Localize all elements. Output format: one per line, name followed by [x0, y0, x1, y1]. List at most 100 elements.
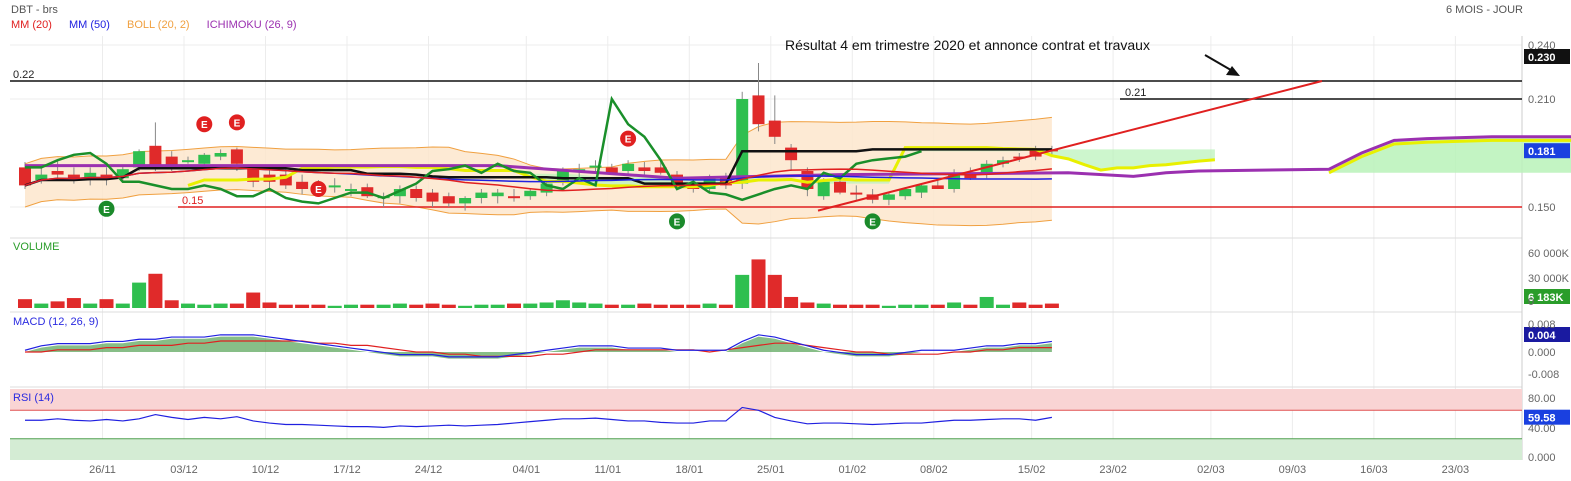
volume-tick: 30 000K: [1528, 273, 1570, 285]
event-marker-label: E: [201, 120, 208, 131]
volume-bar: [849, 304, 864, 308]
rsi-overbought-zone: [10, 389, 1522, 411]
volume-bar: [1028, 304, 1043, 308]
event-marker: [98, 200, 115, 217]
volume-tick: 0: [1528, 296, 1534, 308]
candle: [51, 171, 64, 175]
legend-mm20[interactable]: MM (20): [11, 19, 52, 31]
volume-bar: [604, 304, 619, 308]
volume-bar: [816, 303, 831, 308]
volume-bar: [213, 303, 228, 308]
x-tick-label: 16/03: [1360, 464, 1388, 476]
event-marker: [228, 114, 245, 131]
volume-title: VOLUME: [13, 241, 59, 253]
volume-bar: [18, 299, 32, 308]
volume-bar: [621, 304, 636, 308]
volume-bar: [360, 304, 375, 308]
x-tick-label: 15/02: [1018, 464, 1046, 476]
volume-bar: [311, 304, 326, 308]
macd-tick: 0.000: [1528, 347, 1556, 359]
volume-bar: [996, 304, 1010, 308]
event-marker: [196, 116, 213, 133]
y-tick-label: 0.150: [1528, 202, 1556, 214]
candle: [182, 160, 194, 163]
macd-signal-line: [25, 340, 1052, 357]
volume-bar: [474, 304, 489, 308]
candle: [393, 189, 406, 197]
candle: [540, 183, 553, 193]
volume-bar: [523, 303, 538, 308]
volume-bar: [392, 303, 407, 308]
x-tick-label: 23/02: [1099, 464, 1127, 476]
volume-bar: [409, 304, 424, 308]
volume-bar: [735, 274, 750, 308]
event-marker-label: E: [103, 205, 110, 216]
level-label-022: 0.22: [13, 69, 34, 81]
range-label[interactable]: 6 MOIS - JOUR: [1445, 4, 1523, 16]
x-tick-label: 03/12: [170, 464, 198, 476]
candle: [345, 189, 357, 191]
candle: [605, 167, 618, 173]
candle: [84, 172, 97, 179]
volume-bar: [833, 304, 847, 308]
candle: [736, 99, 749, 184]
x-tick-label: 01/02: [839, 464, 867, 476]
bollinger-upper: [24, 116, 1052, 170]
candle: [589, 165, 602, 168]
candle: [198, 154, 211, 164]
volume-bar: [686, 304, 701, 308]
volume-bar: [164, 300, 179, 308]
candle: [850, 192, 863, 195]
candle: [165, 156, 178, 168]
rsi-oversold-zone: [10, 438, 1522, 460]
volume-bar: [539, 302, 554, 308]
x-tick-label: 18/01: [676, 464, 704, 476]
volume-bar: [507, 303, 521, 308]
rsi-tick: 40.00: [1528, 423, 1556, 435]
ichimoku-chikou: [25, 95, 922, 205]
ichimoku-kumo-line: [25, 135, 1571, 180]
legend-ichimoku[interactable]: ICHIMOKU (26, 9): [206, 19, 297, 31]
macd-tag: 0.004: [1528, 330, 1556, 342]
ichimoku-kijun: [24, 148, 1052, 187]
ichimoku-span-projected: [1328, 138, 1571, 175]
candle: [491, 192, 504, 197]
annotation-arrowhead: [1226, 66, 1240, 76]
candle: [980, 163, 993, 173]
legend-mm50[interactable]: MM (50): [69, 19, 110, 31]
volume-bar: [132, 282, 147, 308]
candle: [1029, 149, 1042, 157]
level-label-021: 0.21: [1125, 87, 1146, 99]
volume-bar: [376, 304, 391, 308]
candle: [1013, 156, 1026, 159]
legend-boll[interactable]: BOLL (20, 2): [127, 19, 190, 31]
macd-tick: 0.008: [1528, 319, 1556, 331]
event-marker: [864, 213, 881, 230]
volume-bar: [278, 304, 293, 308]
volume-bar: [979, 296, 994, 308]
x-tick-label: 24/12: [415, 464, 443, 476]
candle: [508, 196, 520, 199]
event-marker-label: E: [869, 217, 876, 228]
volume-bar: [572, 302, 587, 308]
volume-bar: [490, 304, 505, 308]
volume-bar: [947, 302, 962, 308]
volume-bar: [767, 274, 782, 308]
macd-title: MACD (12, 26, 9): [13, 316, 99, 328]
x-tick-label: 09/03: [1279, 464, 1307, 476]
bollinger-band-fill: [25, 117, 1052, 226]
volume-bar: [441, 304, 456, 308]
volume-bar: [930, 304, 945, 308]
rsi-line: [25, 406, 1053, 428]
event-marker-label: E: [234, 118, 241, 129]
event-marker: [669, 213, 685, 230]
volume-bar: [99, 299, 114, 308]
volume-bar: [881, 305, 896, 308]
volume-bar: [555, 300, 570, 308]
candle: [817, 181, 830, 197]
candle: [882, 194, 895, 200]
macd-tick: -0.008: [1528, 369, 1559, 381]
candle: [426, 192, 439, 202]
volume-bar: [295, 304, 310, 308]
